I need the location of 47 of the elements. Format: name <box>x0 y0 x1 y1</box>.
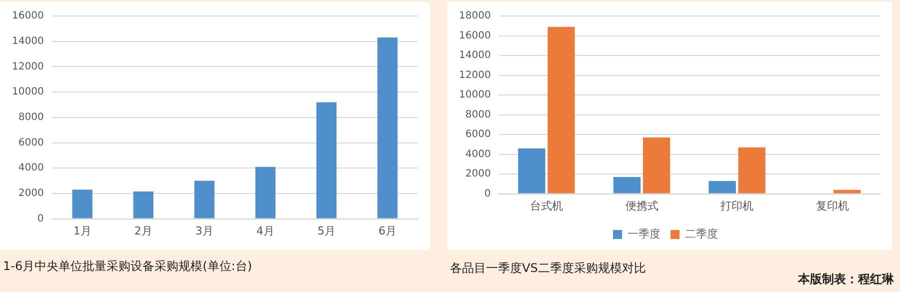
text: 本版制表：程红琳 <box>798 271 894 288</box>
y-tick-label: 12000 <box>459 70 491 81</box>
y-tick-label: 10000 <box>12 86 44 98</box>
y-tick-label: 0 <box>484 188 491 200</box>
x-tick-label: 复印机 <box>816 199 849 212</box>
y-tick-label: 12000 <box>12 61 44 72</box>
y-tick-label: 18000 <box>459 10 491 22</box>
legend-label: 二季度 <box>685 227 718 240</box>
x-tick-label: 5月 <box>317 224 336 238</box>
x-tick-label: 便携式 <box>625 199 658 212</box>
x-tick-label: 3月 <box>195 224 214 238</box>
y-tick-label: 0 <box>37 213 44 224</box>
bar <box>548 26 575 194</box>
x-tick-label: 4月 <box>256 224 274 238</box>
y-tick-label: 16000 <box>12 10 44 22</box>
x-tick-label: 1月 <box>73 224 92 238</box>
y-tick-label: 14000 <box>12 36 44 47</box>
legend-label: 一季度 <box>628 227 660 240</box>
y-tick-label: 14000 <box>459 50 491 62</box>
bar <box>133 192 154 218</box>
y-tick-label: 2000 <box>465 168 491 180</box>
bar <box>738 147 766 194</box>
x-tick-label: 打印机 <box>720 199 754 212</box>
bar <box>518 148 546 194</box>
bar <box>834 190 861 194</box>
y-tick-label: 4000 <box>465 148 491 160</box>
x-tick-label: 台式机 <box>530 199 563 212</box>
text: 1-6月中央单位批量采购设备采购规模(单位:台) <box>3 258 252 275</box>
bar <box>613 177 641 194</box>
y-tick-label: 4000 <box>18 162 44 174</box>
text: 各品目一季度VS二季度采购规模对比 <box>450 260 646 277</box>
x-tick-label: 6月 <box>378 224 396 238</box>
x-tick-label: 2月 <box>134 224 152 238</box>
y-tick-label: 16000 <box>459 30 491 42</box>
bar <box>255 166 276 218</box>
y-tick-label: 8000 <box>18 112 44 123</box>
bar <box>194 180 214 218</box>
y-tick-label: 8000 <box>465 109 491 120</box>
bar <box>642 137 670 194</box>
y-tick-label: 6000 <box>465 129 491 140</box>
bar <box>72 190 92 218</box>
bar <box>708 180 736 194</box>
bar <box>316 102 337 218</box>
y-tick-label: 2000 <box>18 188 44 200</box>
y-tick-label: 6000 <box>18 137 44 148</box>
bar <box>377 38 398 218</box>
y-tick-label: 10000 <box>459 90 491 101</box>
